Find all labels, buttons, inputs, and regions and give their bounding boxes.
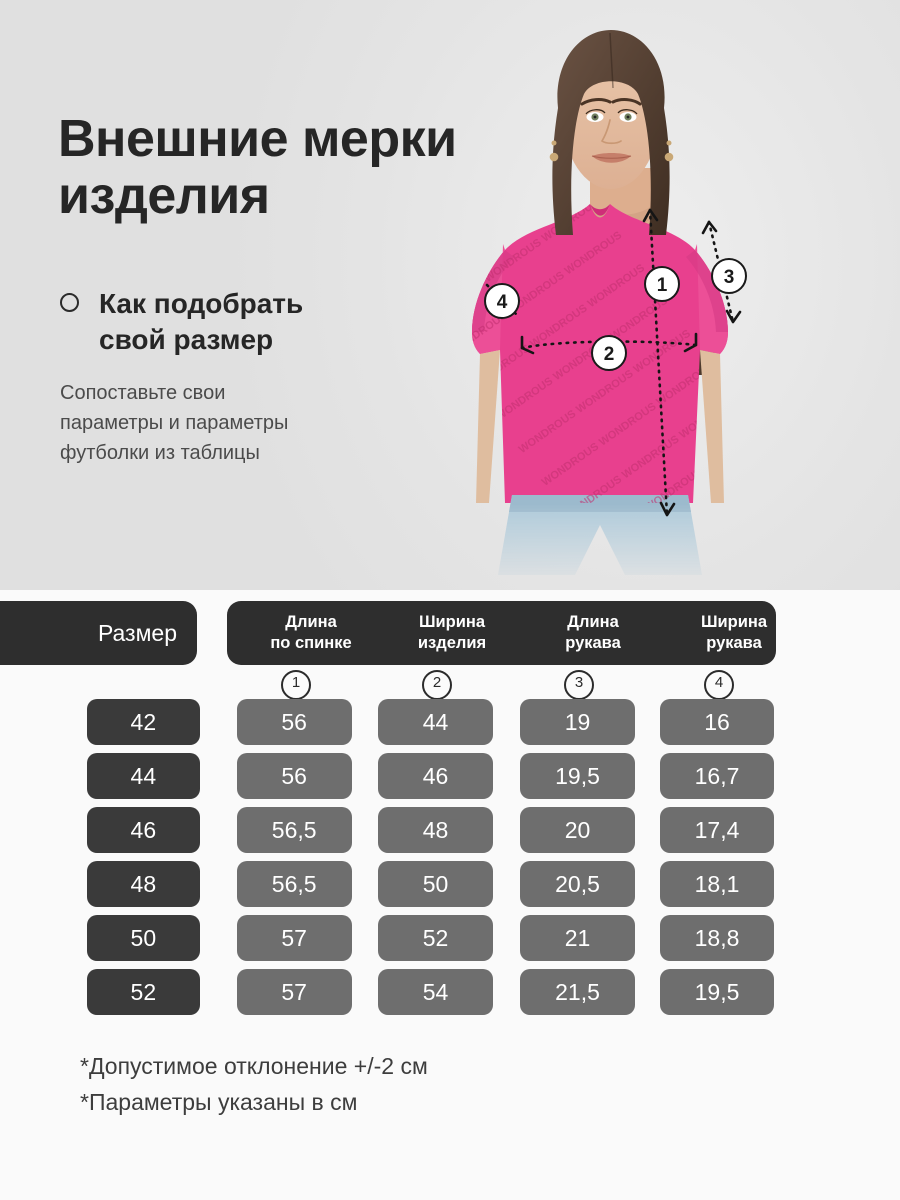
svg-text:3: 3 [724,267,735,288]
svg-text:1: 1 [657,275,668,296]
svg-text:2: 2 [604,344,615,365]
svg-text:4: 4 [497,292,508,313]
